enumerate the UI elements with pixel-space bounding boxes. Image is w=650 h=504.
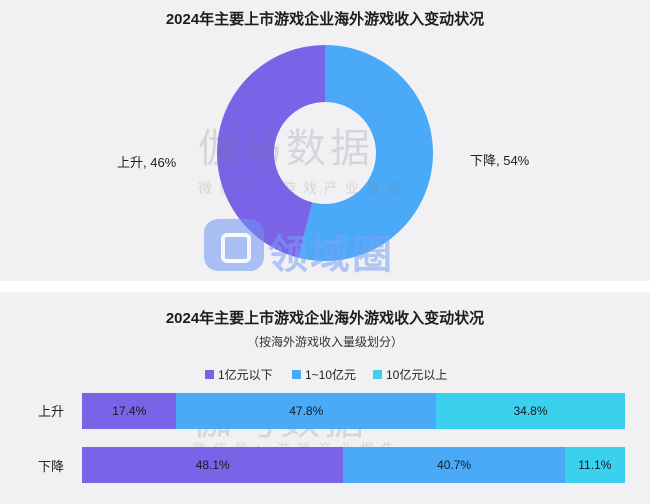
legend-label: 10亿元以上 xyxy=(386,368,448,382)
bar-segment xyxy=(82,393,177,429)
bar-segment xyxy=(564,447,625,483)
bar-data-label: 40.7% xyxy=(437,458,472,472)
stacked-bar-down: 48.1% 40.7% 11.1% xyxy=(82,447,625,483)
bar-data-label: 48.1% xyxy=(195,458,230,472)
slice-label-up: 上升, 46% xyxy=(117,155,177,170)
bar-segment xyxy=(343,447,565,483)
panel-separator xyxy=(0,281,650,292)
donut-chart xyxy=(216,45,433,261)
logo-icon xyxy=(204,219,264,271)
bar-data-label: 34.8% xyxy=(513,404,548,418)
stacked-bar-up: 17.4% 47.8% 34.8% xyxy=(82,393,625,429)
legend-swatch xyxy=(292,370,301,379)
category-label-down: 下降 xyxy=(38,459,65,474)
bar-data-label: 11.1% xyxy=(578,458,612,472)
legend-swatch xyxy=(373,370,382,379)
bar-chart-title: 2024年主要上市游戏企业海外游戏收入变动状况 xyxy=(165,310,485,327)
legend-label: 1~10亿元 xyxy=(305,368,357,382)
legend-item-below-100m: 1亿元以下 xyxy=(205,366,273,383)
pie-chart-title: 2024年主要上市游戏企业海外游戏收入变动状况 xyxy=(165,11,485,28)
legend-label: 1亿元以下 xyxy=(218,368,273,382)
bar-segment xyxy=(176,393,437,429)
pie-slice-up xyxy=(216,45,325,258)
logo-wordmark: 领域圈 xyxy=(268,232,394,278)
legend-item-100m-1b: 1~10亿元 xyxy=(292,366,356,383)
bar-legend: 1亿元以下 1~10亿元 10亿元以上 xyxy=(0,366,650,382)
category-label-up: 上升 xyxy=(38,404,65,419)
pie-slice-down xyxy=(298,45,433,261)
legend-item-above-1b: 10亿元以上 xyxy=(373,366,447,383)
bar-chart-subtitle: （按海外游戏收入量级划分） xyxy=(246,335,403,349)
bar-segment xyxy=(436,393,625,429)
slice-label-down: 下降, 54% xyxy=(470,153,530,168)
legend-swatch xyxy=(205,370,214,379)
pie-chart-panel: 2024年主要上市游戏企业海外游戏收入变动状况 上升, 46% 下降, 54% … xyxy=(0,0,650,281)
bar-segment xyxy=(82,447,344,483)
bar-data-label: 17.4% xyxy=(112,404,147,418)
bar-data-label: 47.8% xyxy=(289,404,324,418)
